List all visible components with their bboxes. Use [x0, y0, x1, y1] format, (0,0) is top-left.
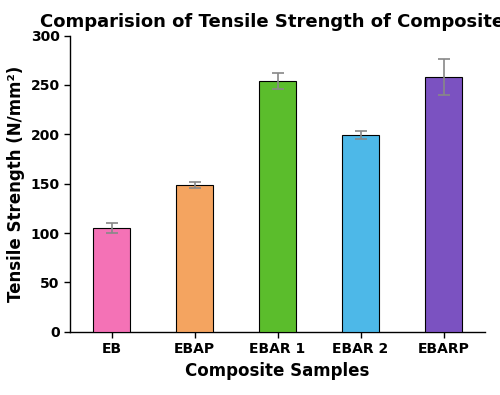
Bar [176, 184, 213, 332]
Bar [342, 135, 379, 332]
Y-axis label: Tensile Strength (N/mm²): Tensile Strength (N/mm²) [7, 66, 25, 302]
Bar [259, 81, 296, 332]
Bar [425, 77, 462, 332]
Title: Comparision of Tensile Strength of Composites: Comparision of Tensile Strength of Compo… [40, 13, 500, 31]
X-axis label: Composite Samples: Composite Samples [186, 362, 370, 380]
Bar [93, 228, 130, 332]
